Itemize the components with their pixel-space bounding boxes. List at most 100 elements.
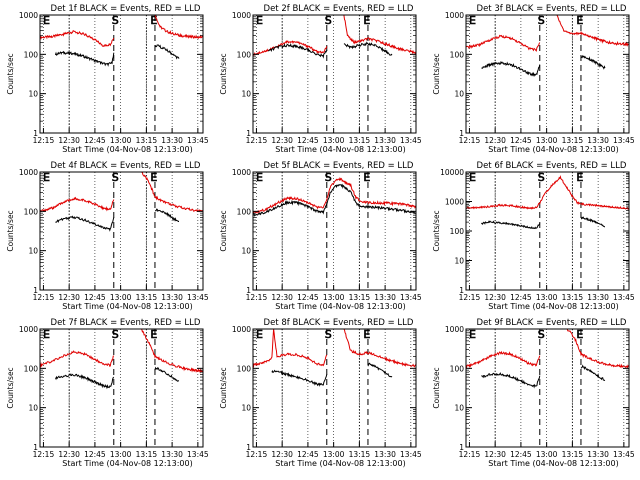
events-series-line — [580, 54, 606, 70]
events-series-line — [480, 220, 541, 230]
lld-series-line — [253, 40, 328, 56]
series-group — [253, 177, 416, 217]
y-tick-label: 100 — [237, 207, 252, 216]
x-tick-label: 13:45 — [187, 136, 209, 145]
lld-series-line — [40, 196, 115, 213]
y-axis-label: Counts/sec — [6, 53, 15, 94]
plot-frame — [252, 171, 417, 291]
events-series-line — [581, 216, 605, 228]
y-tick-label: 10 — [28, 404, 38, 413]
plot-frame — [465, 171, 630, 291]
chart-title: Det 2f BLACK = Events, RED = LLD — [264, 4, 414, 14]
x-tick-label: 12:15 — [33, 136, 55, 145]
x-tick-label: 13:30 — [161, 450, 183, 459]
marker-label-s: S — [112, 328, 119, 341]
x-tick-label: 13:15 — [562, 450, 584, 459]
x-tick-label: 12:30 — [484, 136, 506, 145]
x-tick-label: 13:00 — [536, 293, 558, 302]
y-tick-label: 1000 — [445, 325, 464, 334]
y-tick-label: 1000 — [19, 325, 38, 334]
series-group — [466, 329, 629, 389]
x-tick-label: 13:45 — [400, 293, 422, 302]
x-axis-label: Start Time (04-Nov-08 12:13:00) — [275, 302, 405, 311]
x-tick-label: 13:15 — [349, 293, 371, 302]
x-tick-label: 12:30 — [484, 450, 506, 459]
marker-label-e: E — [150, 14, 157, 27]
y-tick-label: 100 — [24, 207, 39, 216]
events-series-line — [253, 183, 416, 217]
y-tick-label: 100 — [450, 50, 465, 59]
y-tick-label: 100 — [450, 364, 465, 373]
x-axis-label: Start Time (04-Nov-08 12:13:00) — [275, 145, 405, 154]
x-axis-label: Start Time (04-Nov-08 12:13:00) — [488, 459, 618, 468]
marker-label-e: E — [469, 14, 476, 27]
y-tick-label: 1 — [246, 443, 251, 452]
x-tick-label: 13:30 — [374, 136, 396, 145]
lld-series-line — [140, 329, 203, 374]
chart-title: Det 5f BLACK = Events, RED = LLD — [264, 161, 414, 171]
lld-series-line — [154, 15, 203, 39]
x-tick-label: 13:45 — [187, 293, 209, 302]
y-axis-label: Counts/sec — [6, 367, 15, 408]
x-tick-label: 13:00 — [323, 450, 345, 459]
plot-frame — [39, 328, 204, 448]
y-tick-label: 1000 — [445, 198, 464, 207]
marker-label-s: S — [538, 14, 545, 27]
x-axis-label: Start Time (04-Nov-08 12:13:00) — [488, 302, 618, 311]
x-tick-label: 13:30 — [587, 136, 609, 145]
y-tick-label: 1000 — [232, 11, 251, 20]
y-axis-label: Counts/sec — [219, 53, 228, 94]
x-tick-label: 13:15 — [562, 293, 584, 302]
x-tick-label: 13:45 — [187, 450, 209, 459]
events-series-line — [55, 215, 115, 232]
y-tick-label: 1000 — [19, 11, 38, 20]
lld-series-line — [466, 175, 629, 210]
series-group — [40, 172, 203, 232]
marker-label-e: E — [469, 328, 476, 341]
marker-label-e: E — [469, 171, 476, 184]
x-axis-label: Start Time (04-Nov-08 12:13:00) — [62, 302, 192, 311]
y-tick-label: 10 — [28, 90, 38, 99]
marker-label-e: E — [150, 171, 157, 184]
x-tick-label: 12:45 — [84, 293, 106, 302]
chart-title: Det 4f BLACK = Events, RED = LLD — [51, 161, 201, 171]
x-tick-label: 13:30 — [374, 293, 396, 302]
y-tick-label: 10 — [454, 90, 464, 99]
lld-series-line — [566, 329, 629, 370]
x-tick-label: 13:45 — [613, 450, 635, 459]
y-axis-label: Counts/sec — [219, 367, 228, 408]
chart-title: Det 6f BLACK = Events, RED = LLD — [477, 161, 627, 171]
y-tick-label: 1 — [246, 286, 251, 295]
y-tick-label: 10 — [241, 247, 251, 256]
x-tick-label: 12:45 — [297, 450, 319, 459]
series-group — [253, 15, 416, 59]
plot-frame — [252, 14, 417, 134]
x-tick-label: 12:45 — [510, 450, 532, 459]
y-tick-label: 10 — [241, 404, 251, 413]
marker-label-e: E — [363, 328, 370, 341]
x-tick-label: 12:45 — [84, 450, 106, 459]
x-tick-label: 13:30 — [587, 450, 609, 459]
y-tick-label: 10 — [28, 247, 38, 256]
y-tick-label: 10000 — [440, 168, 464, 177]
y-tick-label: 1 — [459, 443, 464, 452]
events-series-line — [580, 364, 606, 381]
y-tick-label: 1 — [33, 129, 38, 138]
y-tick-label: 1000 — [232, 325, 251, 334]
x-tick-label: 13:15 — [136, 450, 158, 459]
x-tick-label: 13:45 — [613, 136, 635, 145]
events-series-line — [268, 42, 328, 59]
plot-frame — [39, 14, 204, 134]
x-tick-label: 12:15 — [459, 136, 481, 145]
y-tick-label: 1 — [246, 129, 251, 138]
x-tick-label: 12:45 — [510, 136, 532, 145]
x-tick-label: 13:00 — [323, 293, 345, 302]
x-tick-label: 13:00 — [110, 136, 132, 145]
x-tick-label: 12:45 — [297, 136, 319, 145]
marker-label-e: E — [43, 328, 50, 341]
marker-label-e: E — [43, 14, 50, 27]
